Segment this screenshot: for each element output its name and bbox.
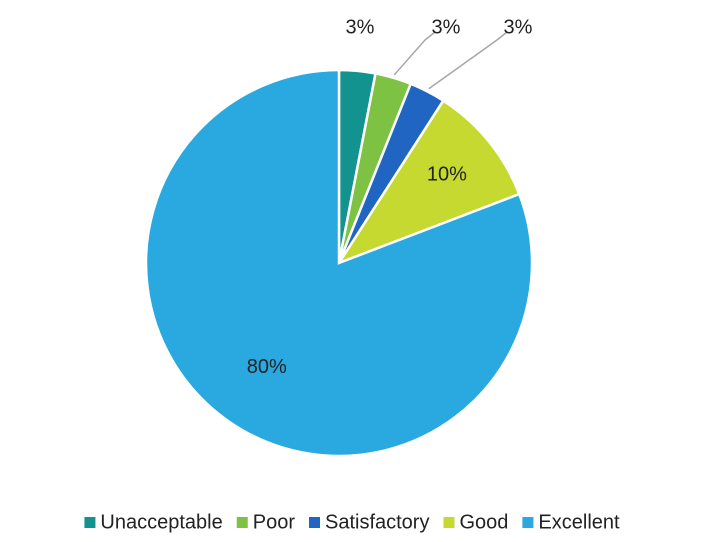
- data-label: 3%: [432, 16, 461, 38]
- legend-label: Unacceptable: [100, 511, 222, 533]
- data-label: 3%: [504, 16, 533, 38]
- legend-label: Excellent: [538, 511, 620, 533]
- legend-swatch: [443, 517, 455, 528]
- legend-swatch: [84, 517, 96, 528]
- leader-line: [428, 31, 508, 90]
- legend-swatch: [236, 517, 248, 528]
- data-label: 3%: [346, 16, 375, 38]
- legend-swatch: [308, 517, 320, 528]
- leader-line: [393, 31, 436, 76]
- legend-swatch: [522, 517, 534, 528]
- legend-label: Good: [459, 511, 508, 533]
- data-label: 80%: [247, 356, 287, 378]
- legend-label: Satisfactory: [325, 511, 429, 533]
- pie-slice: [335, 98, 521, 266]
- legend-label: Poor: [253, 511, 296, 533]
- data-label: 10%: [427, 164, 467, 186]
- pie-slice: [144, 68, 534, 458]
